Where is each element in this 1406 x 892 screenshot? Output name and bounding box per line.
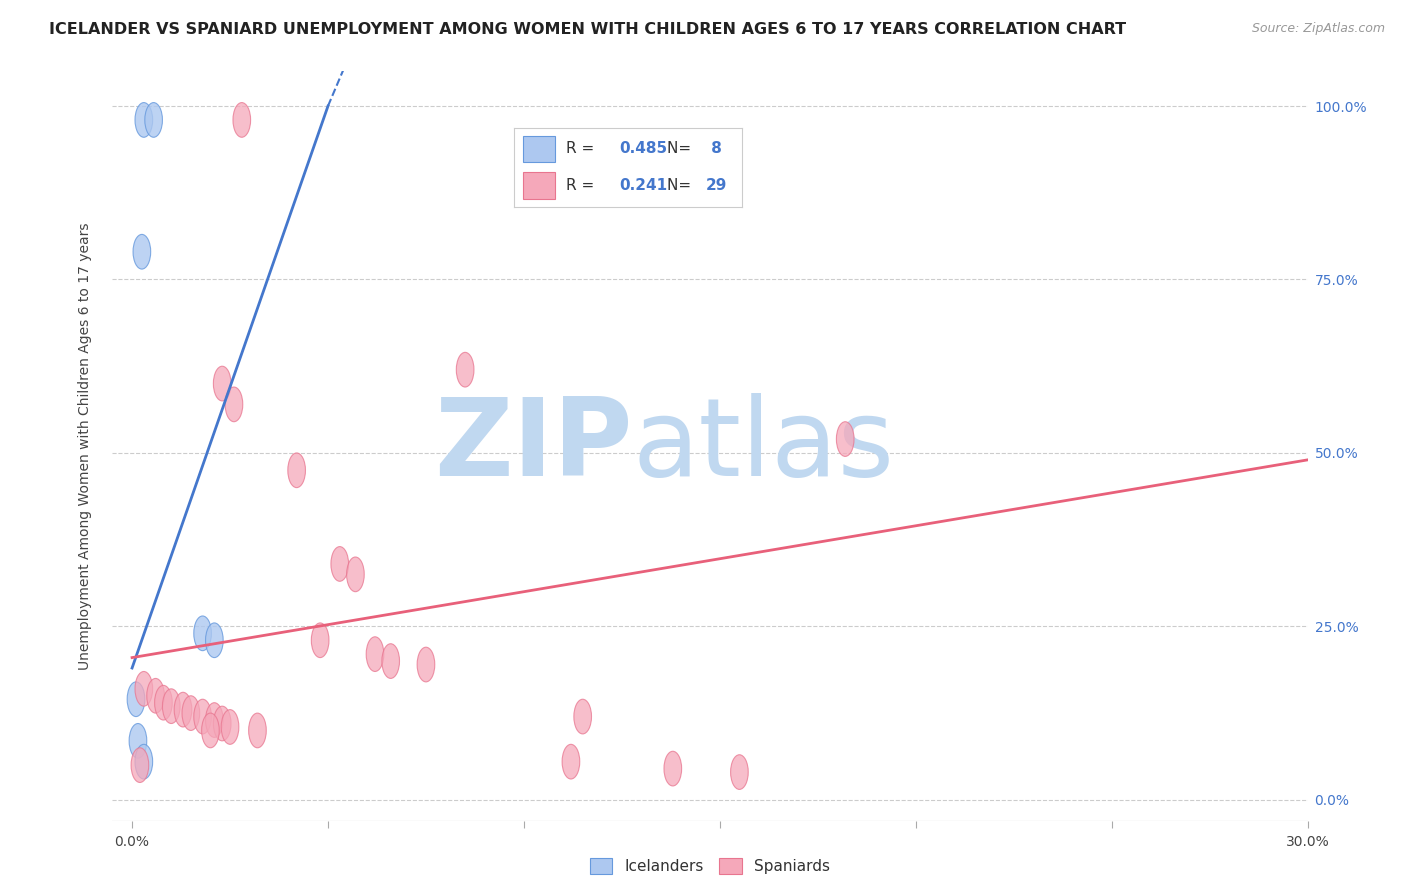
Ellipse shape xyxy=(131,747,149,782)
Ellipse shape xyxy=(330,547,349,582)
Legend: Icelanders, Spaniards: Icelanders, Spaniards xyxy=(583,852,837,880)
Ellipse shape xyxy=(225,387,243,422)
Text: 29: 29 xyxy=(706,178,727,193)
Text: N=: N= xyxy=(666,142,696,156)
Ellipse shape xyxy=(731,755,748,789)
Ellipse shape xyxy=(664,751,682,786)
Ellipse shape xyxy=(382,644,399,679)
FancyBboxPatch shape xyxy=(523,136,555,162)
Text: ICELANDER VS SPANIARD UNEMPLOYMENT AMONG WOMEN WITH CHILDREN AGES 6 TO 17 YEARS : ICELANDER VS SPANIARD UNEMPLOYMENT AMONG… xyxy=(49,22,1126,37)
Ellipse shape xyxy=(205,703,224,738)
FancyBboxPatch shape xyxy=(523,172,555,199)
Ellipse shape xyxy=(163,689,180,723)
Ellipse shape xyxy=(366,637,384,672)
Ellipse shape xyxy=(129,723,146,758)
Ellipse shape xyxy=(155,685,172,720)
Ellipse shape xyxy=(135,744,153,779)
Ellipse shape xyxy=(134,235,150,269)
Ellipse shape xyxy=(457,352,474,387)
Ellipse shape xyxy=(145,103,163,137)
Text: ZIP: ZIP xyxy=(434,393,633,499)
Ellipse shape xyxy=(181,696,200,731)
Ellipse shape xyxy=(249,713,266,747)
Ellipse shape xyxy=(347,557,364,591)
Ellipse shape xyxy=(837,422,853,457)
Ellipse shape xyxy=(194,616,211,650)
Ellipse shape xyxy=(288,453,305,488)
Ellipse shape xyxy=(174,692,191,727)
Text: 0.485: 0.485 xyxy=(619,142,666,156)
Text: R =: R = xyxy=(567,178,599,193)
Text: 8: 8 xyxy=(706,142,721,156)
Ellipse shape xyxy=(562,744,579,779)
Ellipse shape xyxy=(146,679,165,713)
Text: Source: ZipAtlas.com: Source: ZipAtlas.com xyxy=(1251,22,1385,36)
Ellipse shape xyxy=(135,672,153,706)
Text: atlas: atlas xyxy=(633,393,894,499)
Ellipse shape xyxy=(201,713,219,747)
Text: N=: N= xyxy=(666,178,696,193)
Ellipse shape xyxy=(135,103,153,137)
Text: 0.241: 0.241 xyxy=(619,178,666,193)
Ellipse shape xyxy=(418,648,434,681)
Text: R =: R = xyxy=(567,142,599,156)
Ellipse shape xyxy=(214,706,231,741)
Ellipse shape xyxy=(194,699,211,734)
Ellipse shape xyxy=(127,681,145,716)
Ellipse shape xyxy=(574,699,592,734)
Ellipse shape xyxy=(311,623,329,657)
Ellipse shape xyxy=(214,367,231,401)
Ellipse shape xyxy=(205,623,224,657)
Ellipse shape xyxy=(221,710,239,744)
Y-axis label: Unemployment Among Women with Children Ages 6 to 17 years: Unemployment Among Women with Children A… xyxy=(77,222,91,670)
Ellipse shape xyxy=(233,103,250,137)
